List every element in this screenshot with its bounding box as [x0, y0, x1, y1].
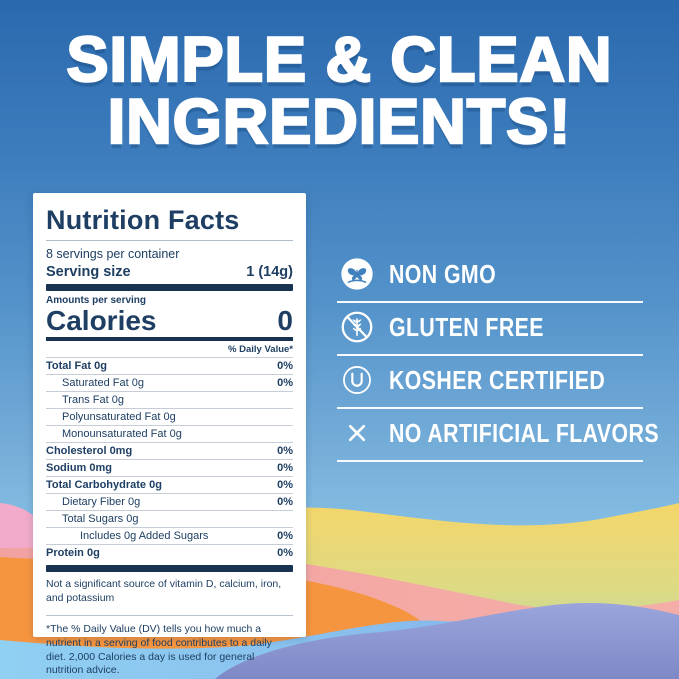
feature-list: NON GMO GLUTEN FREE KOSHER CERTIFIED NO …: [337, 250, 659, 462]
calories-row: Calories 0: [46, 305, 293, 336]
nutrition-row: Total Fat 0g 0%: [46, 357, 293, 374]
feature-label: GLUTEN FREE: [389, 311, 544, 342]
feature-item: GLUTEN FREE: [337, 303, 643, 356]
nutrition-facts-card: Nutrition Facts 8 servings per container…: [33, 193, 306, 676]
calories-value: 0: [277, 305, 293, 336]
nutrient-label: Dietary Fiber 0g: [62, 495, 141, 508]
headline-line1: SIMPLE & CLEAN: [65, 25, 613, 95]
nutrient-label: Includes 0g Added Sugars: [80, 529, 209, 542]
divider-bar-thick: [46, 565, 293, 573]
nutrient-label: Trans Fat 0g: [62, 393, 124, 406]
headline-line2: INGREDIENTS!: [106, 86, 572, 157]
nutrient-label: Cholesterol 0mg: [46, 444, 133, 457]
nutrition-row: Monounsaturated Fat 0g: [46, 425, 293, 442]
nutrient-label: Total Carbohydrate 0g: [46, 478, 162, 491]
nutrition-row: Polyunsaturated Fat 0g: [46, 408, 293, 425]
nutrient-value: 0%: [277, 529, 293, 542]
feature-item: KOSHER CERTIFIED: [337, 356, 643, 409]
non-gmo-butterfly-icon: [337, 254, 377, 294]
nutrition-row: Saturated Fat 0g 0%: [46, 374, 293, 391]
nutrient-value: 0%: [277, 495, 293, 508]
feature-item: NO ARTIFICIAL FLAVORS: [337, 409, 659, 462]
nutrition-row: Protein 0g 0%: [46, 544, 293, 561]
nutrient-value: 0%: [277, 359, 293, 372]
nutrient-value: 0%: [277, 444, 293, 457]
divider-bar-medium: [46, 337, 293, 342]
nutrition-row: Sodium 0mg 0%: [46, 459, 293, 476]
daily-value-header: % Daily Value*: [228, 344, 293, 356]
gluten-free-icon: [337, 307, 377, 347]
nutrient-rows: Total Fat 0g 0% Saturated Fat 0g 0% Tran…: [46, 357, 293, 561]
nutrient-value: 0%: [277, 461, 293, 474]
nutrition-row: Includes 0g Added Sugars 0%: [46, 527, 293, 544]
wave-periwinkle: [215, 602, 679, 679]
amounts-per-serving-label: Amounts per serving: [46, 295, 147, 306]
feature-label: NO ARTIFICIAL FLAVORS: [389, 417, 659, 448]
nutrition-row: Dietary Fiber 0g 0%: [46, 493, 293, 510]
cross-x-icon: [337, 413, 377, 453]
footnote-daily-value: *The % Daily Value (DV) tells you how mu…: [46, 623, 272, 677]
calories-label: Calories: [46, 305, 157, 336]
nutrition-row: Total Carbohydrate 0g 0%: [46, 476, 293, 493]
nutrient-label: Polyunsaturated Fat 0g: [62, 410, 176, 423]
feature-label: KOSHER CERTIFIED: [389, 364, 606, 395]
nutrient-label: Monounsaturated Fat 0g: [62, 427, 182, 440]
serving-size-row: Serving size 1 (14g): [46, 264, 293, 280]
feature-label: NON GMO: [389, 258, 497, 289]
feature-item: NON GMO: [337, 250, 643, 303]
nutrient-value: 0%: [277, 376, 293, 389]
kosher-circled-u-icon: [337, 360, 377, 400]
headline: SIMPLE & CLEAN INGREDIENTS!: [0, 25, 679, 157]
nutrient-value: 0%: [277, 546, 293, 559]
nutrition-row: Trans Fat 0g: [46, 391, 293, 408]
nutrition-row: Total Sugars 0g: [46, 510, 293, 527]
nutrient-label: Protein 0g: [46, 546, 100, 559]
nutrient-value: 0%: [277, 478, 293, 491]
nutrient-label: Total Sugars 0g: [62, 512, 139, 525]
nutrient-label: Sodium 0mg: [46, 461, 113, 474]
serving-size-value: 1 (14g): [246, 264, 293, 280]
nutrition-row: Cholesterol 0mg 0%: [46, 442, 293, 459]
footnote-not-significant: Not a significant source of vitamin D, c…: [46, 578, 282, 604]
servings-per-container: 8 servings per container: [46, 247, 180, 261]
nutrient-label: Total Fat 0g: [46, 359, 107, 372]
footnote-divider: [46, 615, 293, 617]
divider-bar-thick: [46, 284, 293, 291]
serving-size-label: Serving size: [46, 264, 131, 280]
nutrition-facts-title: Nutrition Facts: [46, 205, 293, 241]
nutrient-label: Saturated Fat 0g: [62, 376, 144, 389]
